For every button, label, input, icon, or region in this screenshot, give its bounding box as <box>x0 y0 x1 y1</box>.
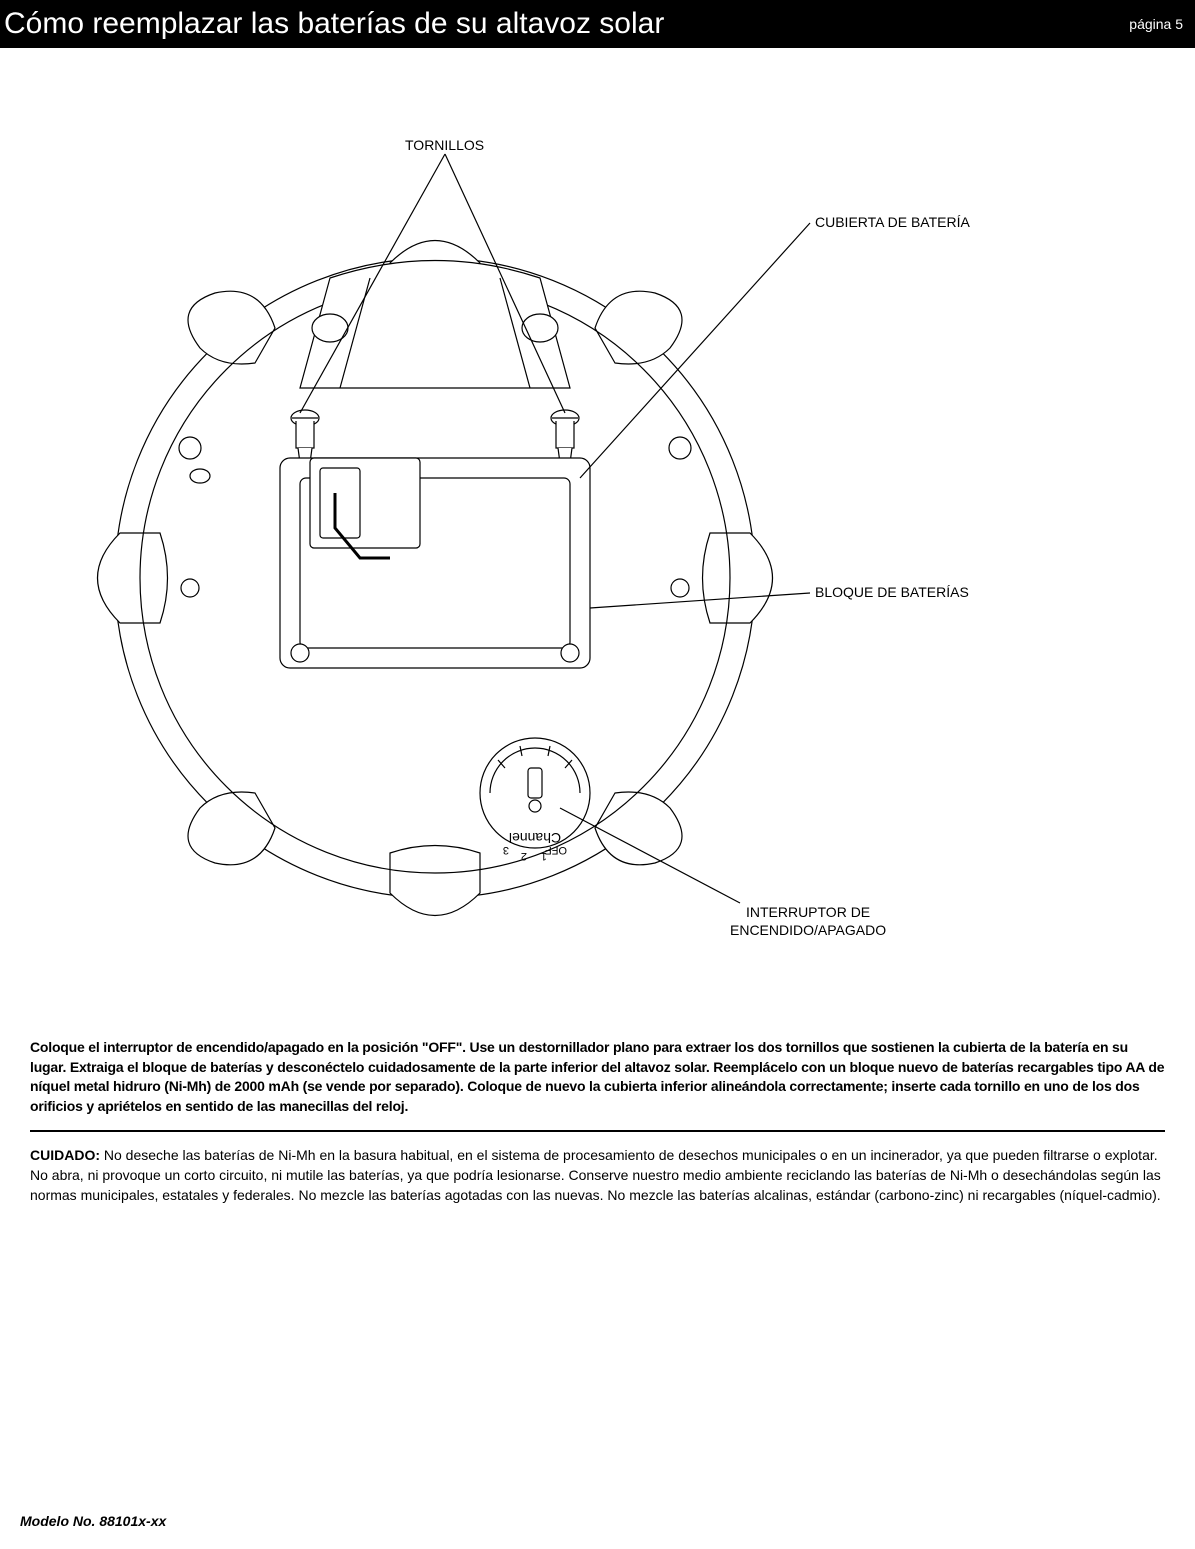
diagram-area: Channel OFF 1 2 3 TORNILLOS CUBIERTA DE … <box>0 48 1195 978</box>
instructions-text: Coloque el interruptor de encendido/apag… <box>30 1038 1165 1116</box>
label-battery-cover: CUBIERTA DE BATERÍA <box>815 213 970 231</box>
divider <box>30 1130 1165 1132</box>
label-switch: INTERRUPTOR DE ENCENDIDO/APAGADO <box>730 903 886 939</box>
caution-text: CUIDADO: No deseche las baterías de Ni-M… <box>30 1146 1165 1205</box>
label-switch-line2: ENCENDIDO/APAGADO <box>730 922 886 938</box>
svg-text:OFF: OFF <box>545 844 567 856</box>
label-screws: TORNILLOS <box>405 136 484 154</box>
page-title: Cómo reemplazar las baterías de su altav… <box>4 7 664 41</box>
page-number: página 5 <box>1129 16 1183 32</box>
channel-label: Channel <box>509 830 561 846</box>
caution-lead: CUIDADO: <box>30 1147 100 1163</box>
label-battery-pack: BLOQUE DE BATERÍAS <box>815 583 969 601</box>
svg-text:3: 3 <box>503 844 509 856</box>
instructions-block: Coloque el interruptor de encendido/apag… <box>0 1038 1195 1205</box>
label-switch-line1: INTERRUPTOR DE <box>746 904 870 920</box>
speaker-diagram-svg: Channel OFF 1 2 3 <box>0 48 1195 978</box>
caution-body: No deseche las baterías de Ni-Mh en la b… <box>30 1147 1161 1202</box>
header-bar: Cómo reemplazar las baterías de su altav… <box>0 0 1195 48</box>
svg-text:2: 2 <box>521 850 527 862</box>
svg-text:1: 1 <box>541 850 547 862</box>
model-number: Modelo No. 88101x-xx <box>20 1513 166 1529</box>
